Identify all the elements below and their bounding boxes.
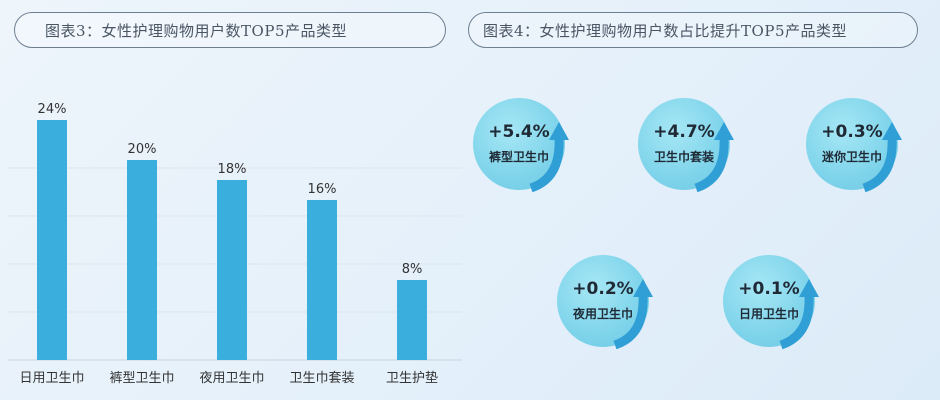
growth-bubble: +5.4% 裤型卫生巾 [473, 98, 569, 194]
up-arrow-icon [779, 279, 819, 350]
bubble-label: 迷你卫生巾 [821, 150, 882, 164]
bar-value-label: 18% [218, 162, 247, 177]
bar-value-label: 24% [38, 102, 67, 117]
bubble-value: +0.1% [738, 279, 800, 299]
x-tick-label: 卫生护垫 [386, 370, 438, 386]
chart-title-right-text: 图表4：女性护理购物用户数占比提升TOP5产品类型 [483, 21, 847, 40]
up-arrow-icon [694, 122, 734, 193]
bubble-label: 日用卫生巾 [738, 307, 799, 321]
up-arrow-icon [862, 122, 902, 193]
up-arrow-icon [613, 279, 653, 350]
chart-title-left: 图表3：女性护理购物用户数TOP5产品类型 [14, 12, 446, 48]
bar [127, 160, 157, 360]
growth-bubble: +0.2% 夜用卫生巾 [557, 255, 653, 351]
bubble-value: +4.7% [653, 122, 715, 142]
bar-value-label: 20% [128, 142, 157, 157]
bubble-label: 卫生巾套装 [653, 150, 714, 164]
bubble-label: 裤型卫生巾 [488, 150, 549, 164]
chart-title-left-text: 图表3：女性护理购物用户数TOP5产品类型 [45, 21, 347, 40]
bar-value-label: 8% [402, 262, 423, 277]
up-arrow-icon [529, 122, 569, 193]
x-tick-label: 夜用卫生巾 [199, 371, 264, 386]
bubble-value: +5.4% [488, 122, 550, 142]
bar [37, 120, 67, 360]
growth-bubble: +0.3% 迷你卫生巾 [806, 98, 902, 194]
growth-bubble: +4.7% 卫生巾套装 [638, 98, 734, 194]
bar-chart: 24% 日用卫生巾 20% 裤型卫生巾 18% 夜用卫生巾 16% 卫生巾套装 8% 卫生护垫 [8, 102, 462, 386]
bubble-value: +0.2% [572, 279, 634, 299]
bubble-value: +0.3% [821, 122, 883, 142]
bubble-label: 夜用卫生巾 [572, 307, 633, 321]
bar-value-label: 16% [308, 182, 337, 197]
chart-title-right: 图表4：女性护理购物用户数占比提升TOP5产品类型 [468, 12, 918, 48]
bar [397, 280, 427, 360]
x-tick-label: 裤型卫生巾 [109, 371, 174, 386]
bar [307, 200, 337, 360]
bar [217, 180, 247, 360]
x-tick-label: 日用卫生巾 [19, 371, 84, 386]
x-tick-label: 卫生巾套装 [289, 370, 354, 386]
growth-bubble: +0.1% 日用卫生巾 [723, 255, 819, 351]
